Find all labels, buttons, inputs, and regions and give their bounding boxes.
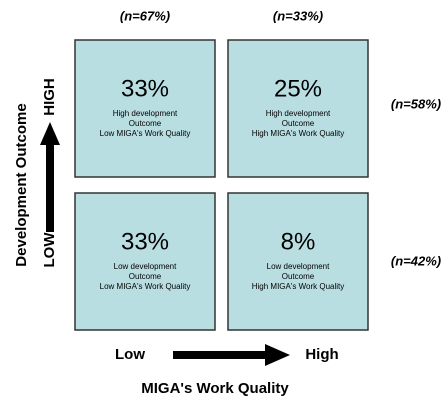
cell-description: Low development — [114, 262, 177, 271]
column-header: (n=67%) — [120, 8, 170, 23]
row-header: (n=58%) — [391, 96, 441, 111]
cell-description: High MIGA's Work Quality — [252, 129, 345, 138]
cell-percent: 25% — [274, 75, 322, 102]
cell-description: Outcome — [129, 272, 162, 281]
matrix-cell — [227, 192, 369, 331]
cell-description: High MIGA's Work Quality — [252, 282, 345, 291]
cell-percent: 33% — [121, 228, 169, 255]
cell-description: Outcome — [282, 272, 315, 281]
matrix-cell — [74, 192, 216, 331]
cell-description: Low MIGA's Work Quality — [100, 282, 191, 291]
cell-description: Outcome — [282, 119, 315, 128]
matrix-cell — [74, 39, 216, 178]
row-header: (n=42%) — [391, 253, 441, 268]
cell-description: High development — [266, 109, 331, 118]
cell-percent: 8% — [281, 228, 316, 255]
matrix-cell — [227, 39, 369, 178]
cell-description: Outcome — [129, 119, 162, 128]
x-axis-title: MIGA's Work Quality — [141, 380, 289, 397]
x-axis-low: Low — [115, 346, 145, 363]
y-axis-title: Development Outcome — [13, 103, 30, 266]
y-arrow — [40, 122, 60, 232]
cell-description: Low development — [267, 262, 330, 271]
y-axis-low: LOW — [41, 232, 58, 268]
x-axis-high: High — [305, 346, 338, 363]
y-axis-high: HIGH — [41, 78, 58, 116]
cell-description: Low MIGA's Work Quality — [100, 129, 191, 138]
cell-percent: 33% — [121, 75, 169, 102]
column-header: (n=33%) — [273, 8, 323, 23]
cell-description: High development — [113, 109, 178, 118]
x-arrow — [173, 344, 290, 366]
